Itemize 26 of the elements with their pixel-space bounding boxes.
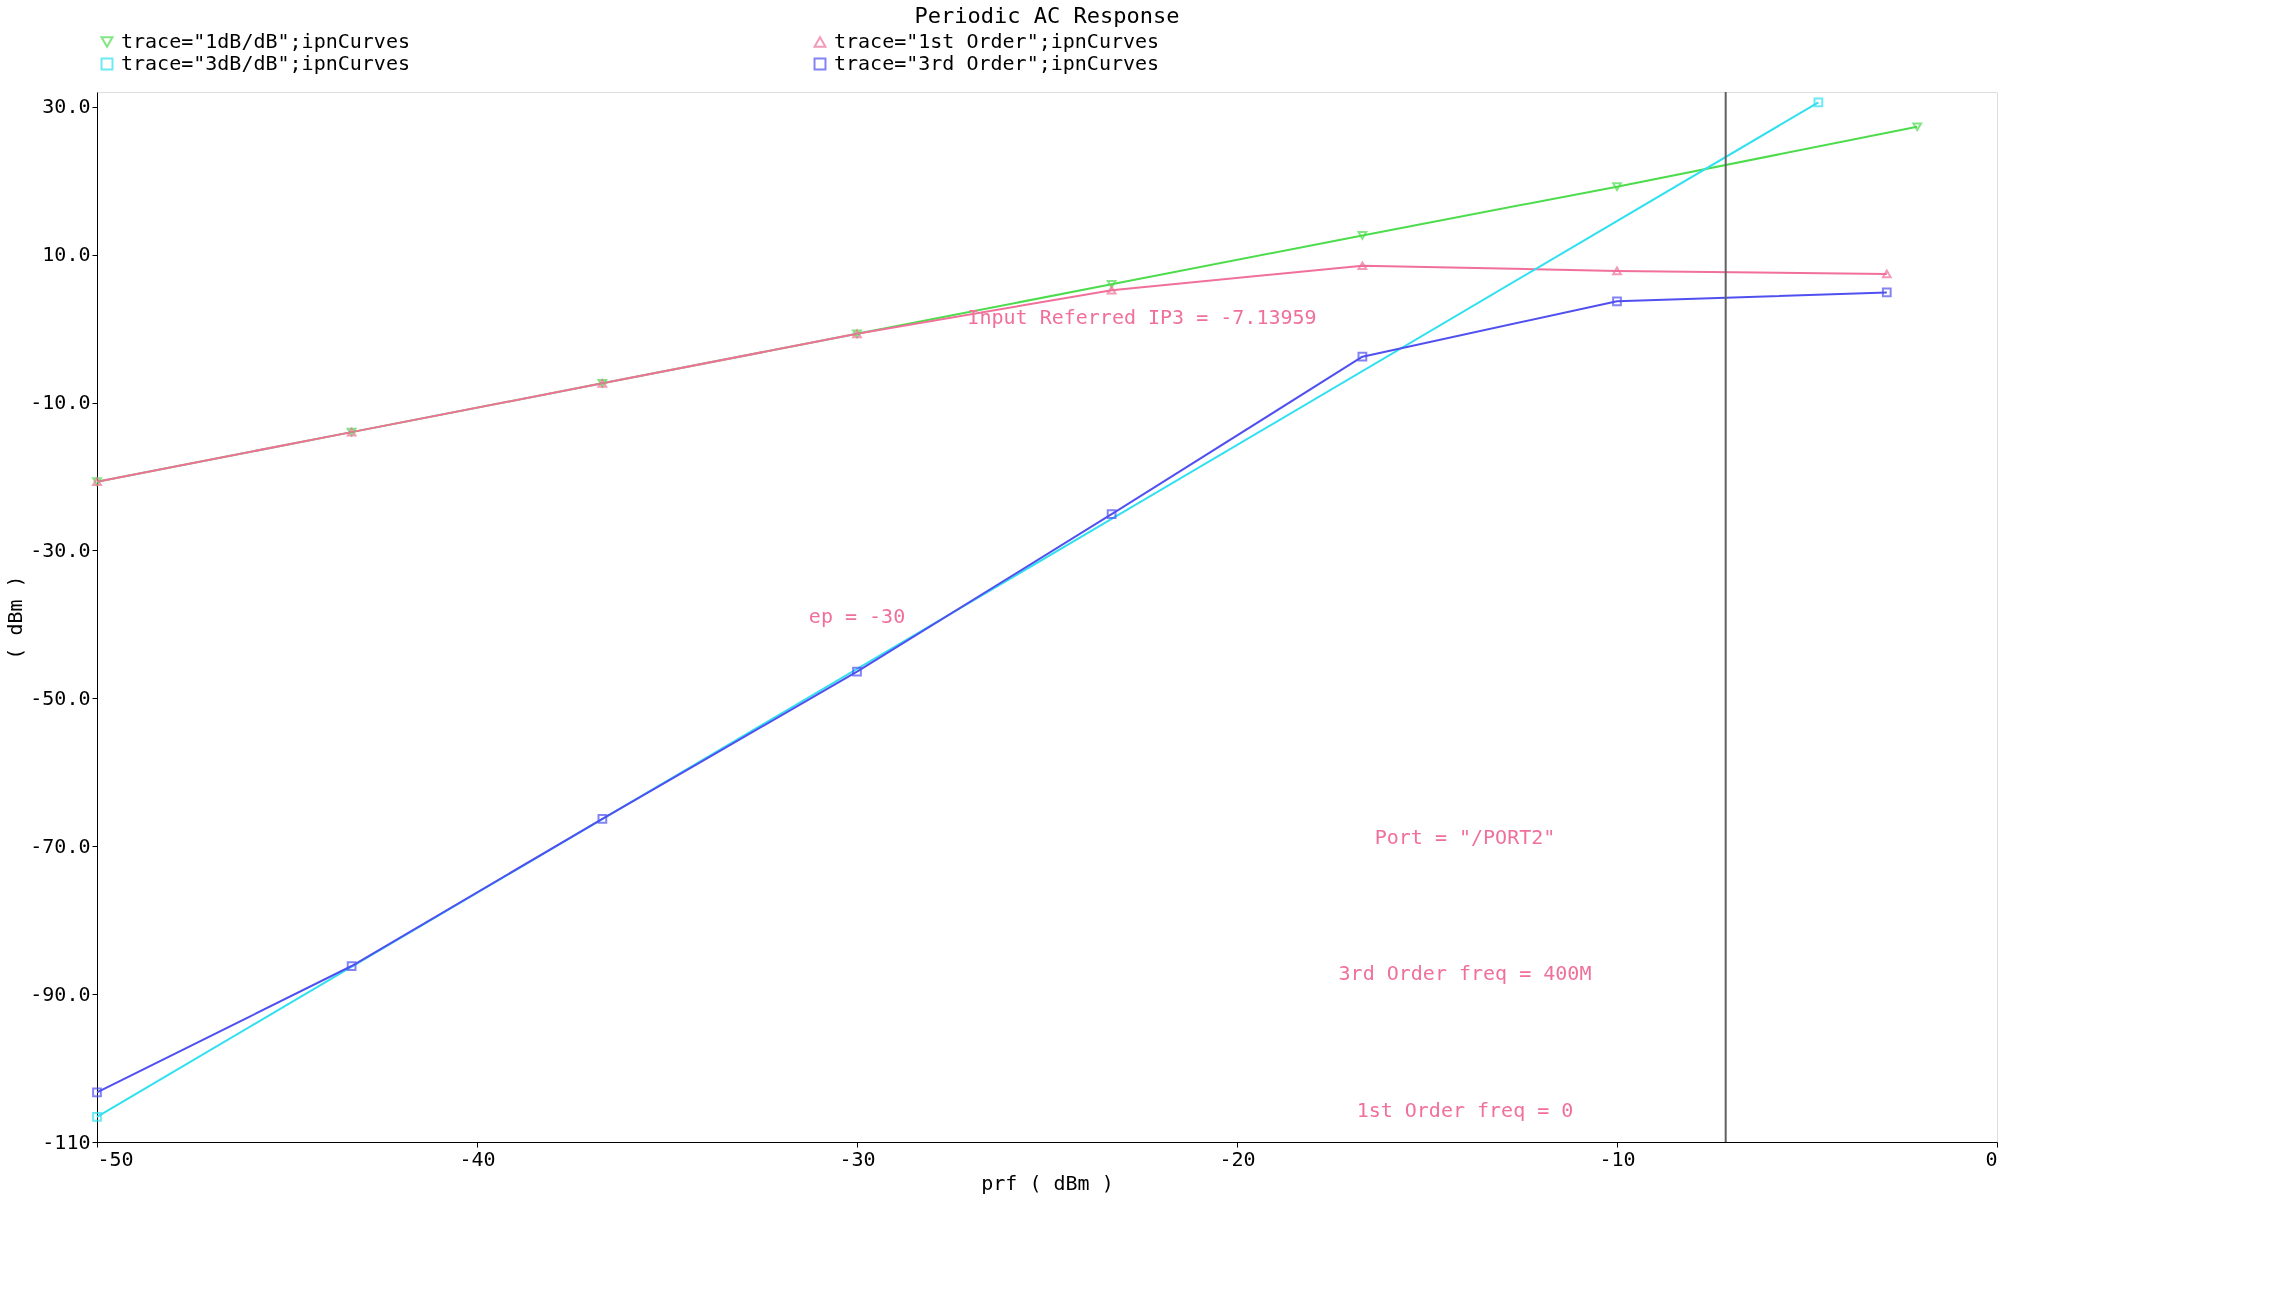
y-tick-label: -110 [42, 1129, 91, 1154]
annotation: Input Referred IP3 = -7.13959 [967, 304, 1317, 329]
legend-label: trace="3rd Order";ipnCurves [834, 51, 1160, 75]
y-tick-label: -50.0 [30, 685, 91, 710]
y-tick-label: 10.0 [42, 242, 91, 267]
x-tick-label: -30 [839, 1146, 876, 1171]
y-tick-label: -70.0 [30, 833, 91, 858]
y-tick-label: -30.0 [30, 537, 91, 562]
x-axis-title: prf ( dBm ) [981, 1170, 1114, 1195]
x-tick-label: -10 [1599, 1146, 1636, 1171]
x-tick-label: 0 [1985, 1146, 1998, 1171]
legend-label: trace="1dB/dB";ipnCurves [121, 29, 410, 53]
y-axis-title: ( dBm ) [3, 575, 28, 660]
annotation: 3rd Order freq = 400M [1338, 961, 1592, 985]
annotation: Port = "/PORT2" [1374, 824, 1556, 849]
y-tick-label: 30.0 [42, 94, 91, 119]
y-tick-label: -90.0 [30, 981, 91, 1006]
y-tick-label: -10.0 [30, 390, 91, 415]
x-tick-label: -50 [97, 1146, 134, 1171]
chart-title: Periodic AC Response [914, 3, 1180, 28]
x-tick-label: -40 [459, 1146, 496, 1171]
annotation: 1st Order freq = 0 [1356, 1097, 1574, 1122]
legend-label: trace="1st Order";ipnCurves [834, 29, 1160, 53]
legend-label: trace="3dB/dB";ipnCurves [121, 51, 410, 75]
x-tick-label: -20 [1219, 1146, 1256, 1171]
annotation: ep = -30 [808, 604, 906, 628]
